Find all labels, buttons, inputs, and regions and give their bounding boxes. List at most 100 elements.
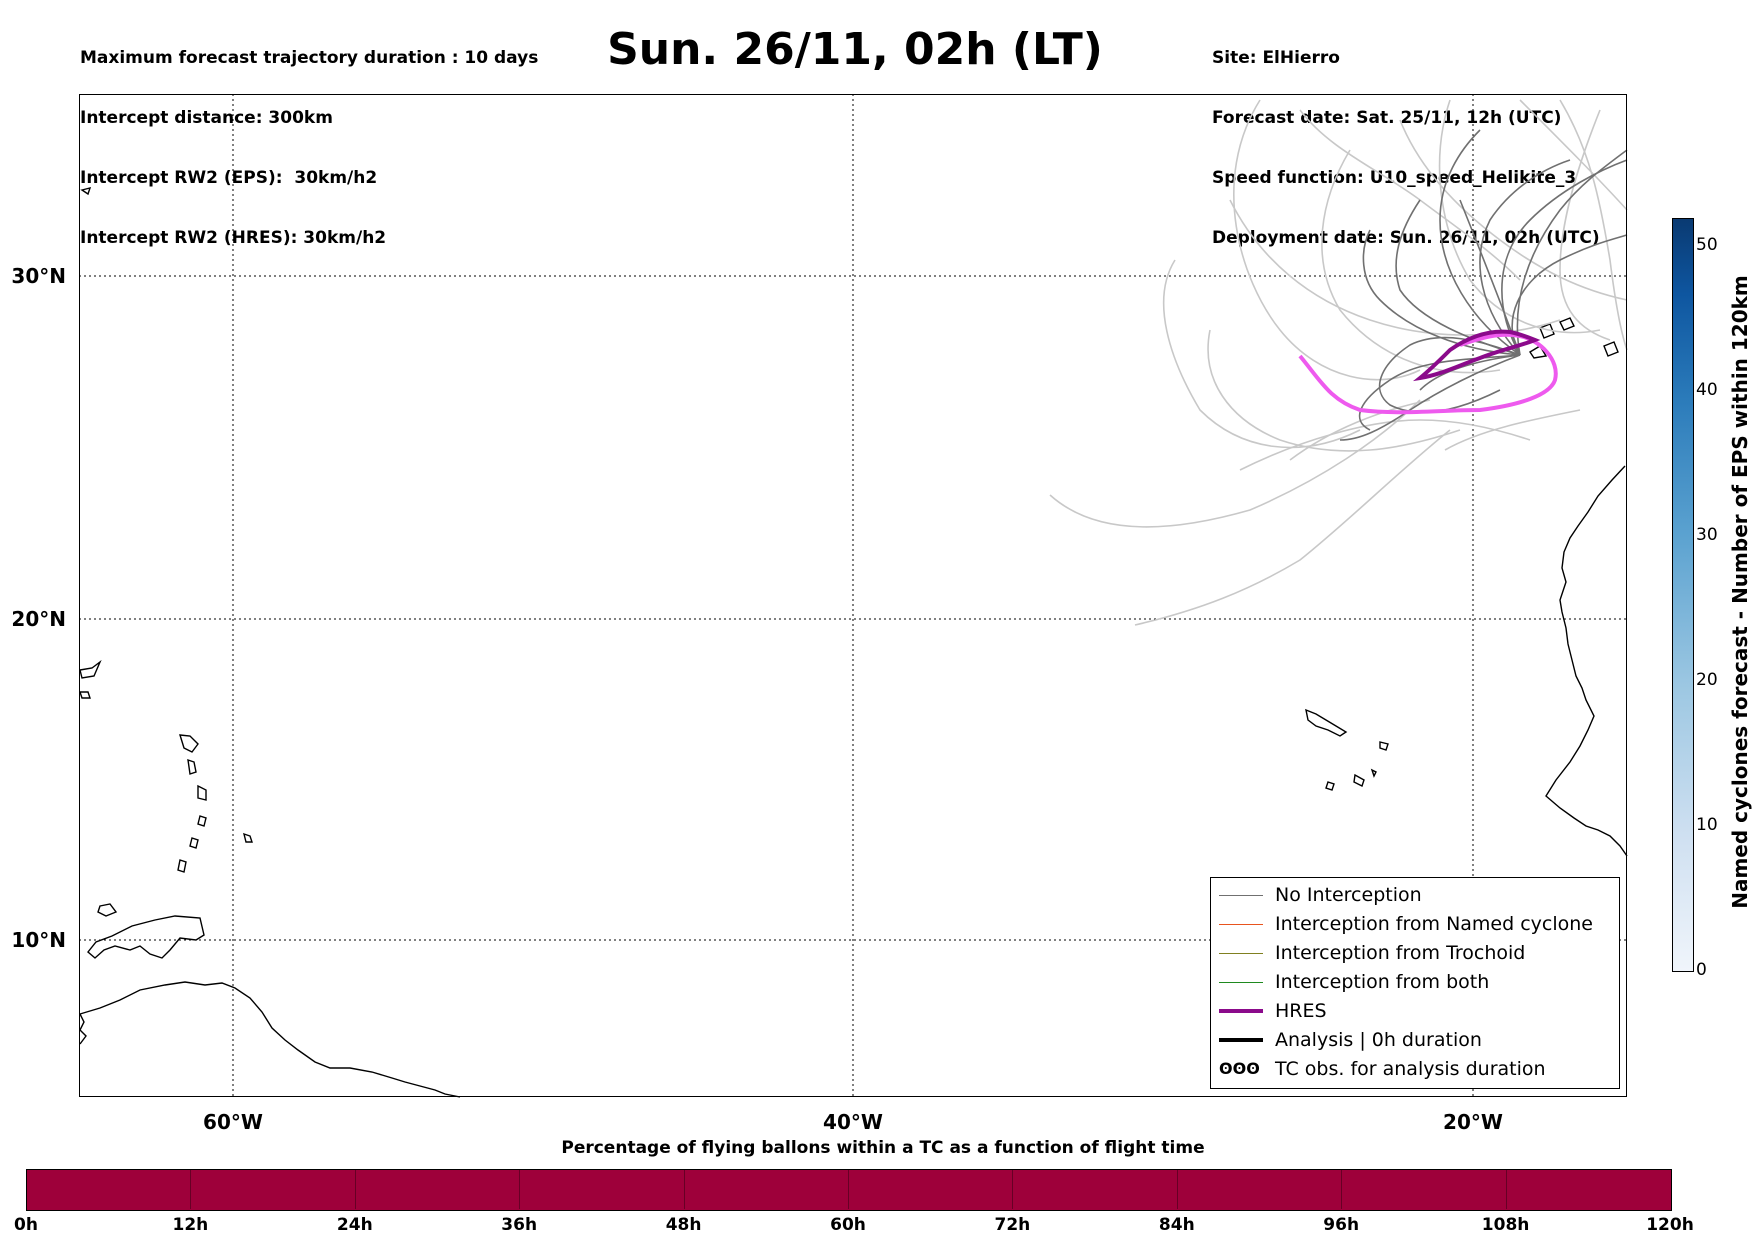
legend-item-tc-obs: ʘʘʘ TC obs. for analysis duration — [1219, 1057, 1546, 1080]
tc-symbol-icon: ʘʘʘ — [1219, 1058, 1260, 1078]
cape-verde-island — [1379, 741, 1389, 751]
lon-label-40w: 40°W — [823, 1110, 883, 1134]
caribbean-island — [243, 832, 253, 843]
eps-trajectory — [1519, 99, 1628, 211]
map-legend: No Interception Interception from Named … — [1210, 877, 1620, 1089]
legend-item-both: Interception from both — [1219, 967, 1489, 996]
eps-trajectory — [1207, 329, 1461, 452]
caribbean-island — [197, 784, 207, 801]
flight-time-tick: 12h — [172, 1215, 209, 1235]
speed-function-line: Speed function: U10_speed_Helikite_3 — [1212, 168, 1577, 188]
colorbar-label: Named cyclones forecast - Number of EPS … — [1728, 275, 1752, 909]
caribbean-island — [79, 691, 91, 699]
caribbean-island — [177, 859, 187, 873]
flight-time-tick-mark — [1012, 1169, 1014, 1209]
canary-island — [1539, 323, 1555, 339]
caribbean-island — [197, 815, 207, 827]
legend-item-trochoid: Interception from Trochoid — [1219, 938, 1525, 967]
eps-trajectory — [1289, 399, 1431, 461]
flight-time-tick: 48h — [665, 1215, 702, 1235]
caribbean-island — [187, 758, 197, 775]
eps-trajectory — [1233, 99, 1421, 381]
lon-label-60w: 60°W — [203, 1110, 263, 1134]
colorbar-tick: 10 — [1696, 815, 1718, 835]
flight-time-tick: 36h — [501, 1215, 538, 1235]
cape-verde-island — [1305, 708, 1348, 737]
page-title: Sun. 26/11, 02h (LT) — [607, 24, 1103, 75]
param-line: Intercept RW2 (HRES): 30km/h2 — [80, 228, 387, 248]
eps-trajectory — [1395, 199, 1521, 356]
caribbean-island — [189, 837, 199, 849]
coastlines — [79, 187, 1628, 1098]
lat-label-20n: 20°N — [11, 607, 66, 631]
caribbean-island — [179, 734, 199, 753]
flight-time-tick: 84h — [1158, 1215, 1195, 1235]
legend-item-analysis: Analysis | 0h duration — [1219, 1025, 1482, 1054]
eps-trajectory — [1399, 119, 1628, 301]
param-line: Intercept RW2 (EPS): 30km/h2 — [80, 168, 378, 188]
eps-trajectory — [1444, 409, 1581, 451]
eps-trajectory — [1299, 109, 1521, 281]
flight-time-tick-mark — [1176, 1169, 1178, 1209]
colorbar-tick: 40 — [1696, 380, 1718, 400]
forecast-parameters: Maximum forecast trajectory duration : 1… — [80, 8, 538, 268]
eps-trajectory — [1559, 109, 1611, 341]
flight-time-tick-mark — [1505, 1169, 1507, 1209]
param-line: Intercept distance: 300km — [80, 108, 333, 128]
eps-trajectories-no-interception — [1339, 129, 1628, 441]
colorbar-tick: 0 — [1696, 960, 1707, 980]
eps-trajectory — [1339, 354, 1521, 441]
colorbar-tick: 30 — [1696, 525, 1718, 545]
flight-time-tick-mark — [519, 1169, 521, 1209]
eps-trajectory — [1511, 234, 1628, 356]
cape-verde-island — [1370, 768, 1377, 778]
colorbar-tick: 20 — [1696, 670, 1718, 690]
eps-trajectory — [1049, 399, 1421, 528]
legend-item-hres: HRES — [1219, 996, 1327, 1025]
caribbean-island — [97, 903, 118, 917]
flight-time-tick: 0h — [14, 1215, 38, 1235]
flight-time-tick: 108h — [1481, 1215, 1530, 1235]
deployment-date-line: Deployment date: Sun. 26/11, 02h (UTC) — [1212, 228, 1600, 248]
flight-time-tick: 120h — [1646, 1215, 1694, 1235]
west-africa-coast — [1545, 465, 1628, 857]
eps-trajectory — [1134, 429, 1451, 626]
param-line: Maximum forecast trajectory duration : 1… — [80, 48, 539, 68]
cape-verde-island — [1353, 773, 1365, 787]
hres-trajectory — [1412, 329, 1541, 382]
canary-island — [1559, 317, 1575, 331]
eps-trajectory — [1479, 159, 1571, 356]
lat-label-10n: 10°N — [11, 928, 66, 952]
caribbean-island — [79, 659, 102, 679]
south-america-coast — [79, 981, 461, 1098]
legend-item-no-interception: No Interception — [1219, 880, 1422, 909]
eps-trajectory — [1438, 99, 1601, 334]
eps-trajectories-far — [1049, 99, 1628, 626]
canary-island — [1529, 345, 1548, 359]
colombia-coast — [79, 1013, 87, 1045]
flight-time-bar-title: Percentage of flying ballons within a TC… — [561, 1138, 1205, 1158]
flight-time-tick: 72h — [994, 1215, 1031, 1235]
legend-item-named-cyclone: Interception from Named cyclone — [1219, 909, 1593, 938]
eps-trajectory — [1439, 129, 1521, 356]
flight-time-tick-mark — [683, 1169, 685, 1209]
flight-time-bar — [26, 1169, 1672, 1211]
flight-time-tick-mark — [1341, 1169, 1343, 1209]
flight-time-tick-mark — [354, 1169, 356, 1209]
lon-label-20w: 20°W — [1443, 1110, 1503, 1134]
eps-trajectory — [1559, 99, 1628, 351]
bermuda — [80, 187, 92, 196]
map-frame — [79, 94, 1627, 1097]
eps-count-colorbar — [1672, 218, 1694, 972]
eps-trajectory — [1419, 354, 1521, 391]
flight-time-tick-mark — [848, 1169, 849, 1209]
eps-trajectory — [1362, 229, 1521, 356]
cape-verde-island — [1325, 781, 1335, 791]
eps-trajectory — [1516, 149, 1628, 356]
lat-label-30n: 30°N — [11, 264, 66, 288]
flight-time-tick: 96h — [1323, 1215, 1360, 1235]
flight-time-tick: 24h — [336, 1215, 373, 1235]
flight-time-tick-mark — [190, 1169, 192, 1209]
site-line: Site: ElHierro — [1212, 48, 1340, 68]
